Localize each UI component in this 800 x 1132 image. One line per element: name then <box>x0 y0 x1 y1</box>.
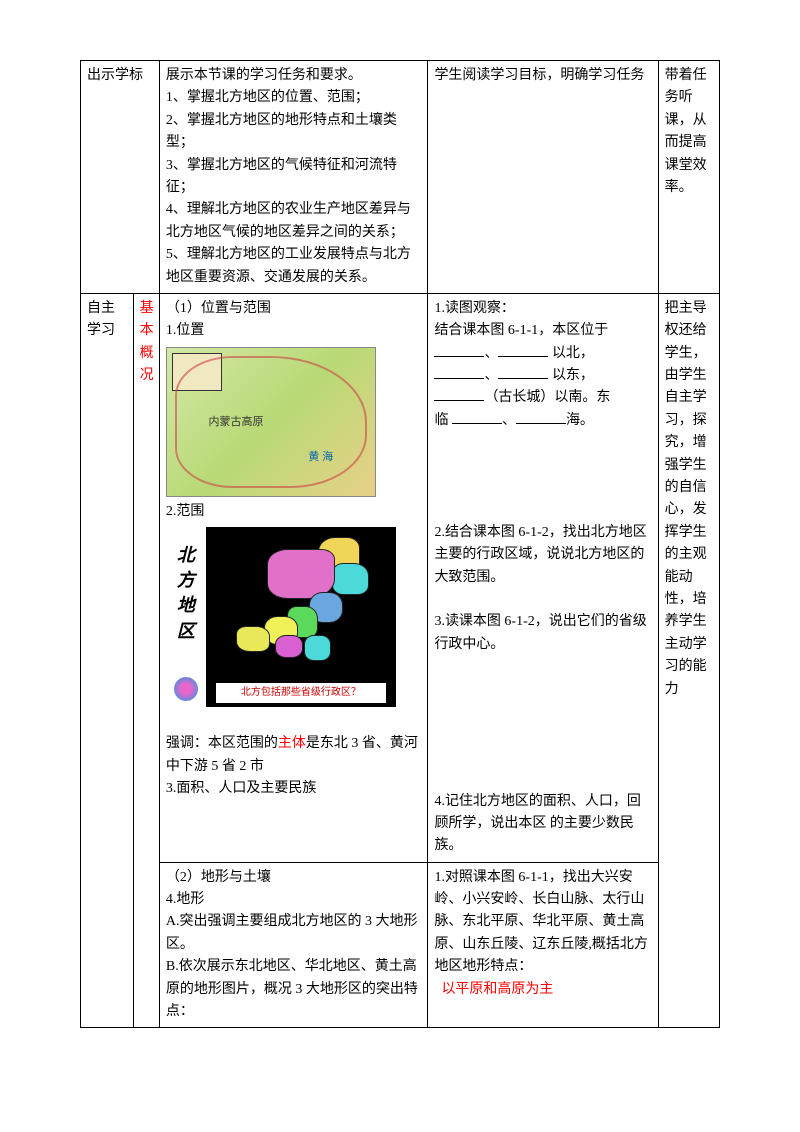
side-char: 地 <box>177 593 195 618</box>
text-line: B.依次展示东北地区、华北地区、黄土高原的地形图片，概况 3 大地形区的突出特点… <box>166 956 422 1023</box>
activity-line: 3.读课本图 6-1-2，说出它们的省级行政中心。 <box>434 611 651 656</box>
text-line: 2、掌握北方地区的地形特点和土壤类型； <box>166 110 422 155</box>
teacher-content: 展示本节课的学习任务和要求。 1、掌握北方地区的位置、范围； 2、掌握北方地区的… <box>159 61 428 294</box>
table-row: 自主学习 基本概况 （1）位置与范围 1.位置 内蒙古高原 黄 海 2.范围 北… <box>81 293 720 862</box>
purpose: 带着任务听课，从而提高课堂效率。 <box>658 61 719 294</box>
subsection-title: 2.范围 <box>166 501 422 523</box>
text: 、 <box>484 368 498 383</box>
blank-field[interactable] <box>452 410 502 424</box>
map-image-1: 内蒙古高原 黄 海 <box>166 347 376 497</box>
province-shape <box>304 635 331 661</box>
province-shapes <box>216 537 386 681</box>
text: 临 <box>434 413 452 428</box>
teacher-content: （1）位置与范围 1.位置 内蒙古高原 黄 海 2.范围 北 方 地 区 <box>159 293 428 862</box>
text-line: 4、理解北方地区的农业生产地区差异与北方地区气候的地区差异之间的关系； <box>166 199 422 244</box>
text: 、 <box>502 413 516 428</box>
map-image-2: 北 方 地 区 <box>166 527 396 707</box>
blank-field[interactable] <box>434 343 484 357</box>
student-activity: 学生阅读学习目标，明确学习任务 <box>428 61 658 294</box>
activity-line: 4.记住北方地区的面积、人口，回顾所学，说出本区 的主要少数民族。 <box>434 791 651 858</box>
lesson-plan-table: 出示学标 展示本节课的学习任务和要求。 1、掌握北方地区的位置、范围； 2、掌握… <box>80 60 720 1028</box>
table-row: 出示学标 展示本节课的学习任务和要求。 1、掌握北方地区的位置、范围； 2、掌握… <box>81 61 720 294</box>
student-activity: 1.读图观察： 结合课本图 6-1-1，本区位于 、 以北， 、 以东， （古长… <box>428 293 658 862</box>
table-row: （2）地形与土壤 4.地形 A.突出强调主要组成北方地区的 3 大地形区。 B.… <box>81 862 720 1028</box>
subsection-title: 1.位置 <box>166 320 422 342</box>
text-line: 5、理解北方地区的工业发展特点与北方地区重要资源、交通发展的关系。 <box>166 244 422 289</box>
stage-label: 自主学习 <box>81 293 134 1028</box>
province-shape <box>275 635 302 658</box>
fill-blank-line: 临 、 海。 <box>434 410 651 432</box>
text-line: 3、掌握北方地区的气候特征和河流特征； <box>166 155 422 200</box>
stage-label: 出示学标 <box>81 61 160 294</box>
activity-title: 1.读图观察： <box>434 298 651 320</box>
blank-field[interactable] <box>434 387 484 401</box>
highlight-text: 以平原和高原为主 <box>434 979 651 1001</box>
map2-provinces-area: 北方包括那些省级行政区？ <box>206 527 396 707</box>
section-title: （1）位置与范围 <box>166 298 422 320</box>
subsection-title: 4.地形 <box>166 889 422 911</box>
map-inset-icon <box>172 353 222 391</box>
text: 以东， <box>548 368 594 383</box>
logo-icon <box>174 677 198 701</box>
sub-label: 基本概况 <box>133 293 159 1028</box>
text-line: A.突出强调主要组成北方地区的 3 大地形区。 <box>166 911 422 956</box>
text: 以北， <box>548 346 594 361</box>
blank-field[interactable] <box>516 410 566 424</box>
text-line: 展示本节课的学习任务和要求。 <box>166 65 422 87</box>
side-char: 区 <box>177 619 195 644</box>
fill-blank-line: 、 以东， <box>434 365 651 387</box>
text: 以平原和高原为主 <box>441 982 553 997</box>
map2-side-label: 北 方 地 区 <box>166 527 206 707</box>
fill-blank-line: 、 以北， <box>434 343 651 365</box>
section-title: （2）地形与土壤 <box>166 867 422 889</box>
subsection-title: 3.面积、人口及主要民族 <box>166 778 422 800</box>
emphasis-line: 强调：本区范围的主体是东北 3 省、黄河中下游 5 省 2 市 <box>166 733 422 778</box>
province-shape <box>332 563 369 595</box>
fill-blank-line: （古长城）以南。东 <box>434 387 651 409</box>
purpose: 把主导权还给学生，由学生自主学习，探究，增强学生的自信心，发挥学生的主观能动性，… <box>658 293 719 1028</box>
blank-field[interactable] <box>498 343 548 357</box>
map-label: 内蒙古高原 <box>209 414 264 432</box>
map2-caption: 北方包括那些省级行政区？ <box>216 683 386 703</box>
student-activity: 1.对照课本图 6-1-1，找出大兴安岭、小兴安岭、长白山脉、太行山脉、东北平原… <box>428 862 658 1028</box>
activity-line: 结合课本图 6-1-1，本区位于 <box>434 320 651 342</box>
activity-line: 1.对照课本图 6-1-1，找出大兴安岭、小兴安岭、长白山脉、太行山脉、东北平原… <box>434 867 651 979</box>
province-shape <box>236 626 270 652</box>
text: 海。 <box>566 413 594 428</box>
blank-field[interactable] <box>498 365 548 379</box>
highlight-text: 主体 <box>278 736 306 751</box>
text: 、 <box>484 346 498 361</box>
map-label: 黄 海 <box>308 449 333 467</box>
teacher-content: （2）地形与土壤 4.地形 A.突出强调主要组成北方地区的 3 大地形区。 B.… <box>159 862 428 1028</box>
text: （古长城）以南。东 <box>484 390 610 405</box>
blank-field[interactable] <box>434 365 484 379</box>
text: 强调：本区范围的 <box>166 736 278 751</box>
side-char: 北 <box>177 543 195 568</box>
side-char: 方 <box>177 568 195 593</box>
text-line: 1、掌握北方地区的位置、范围； <box>166 87 422 109</box>
activity-line: 2.结合课本图 6-1-2，找出北方地区主要的行政区域，说说北方地区的大致范围。 <box>434 522 651 589</box>
